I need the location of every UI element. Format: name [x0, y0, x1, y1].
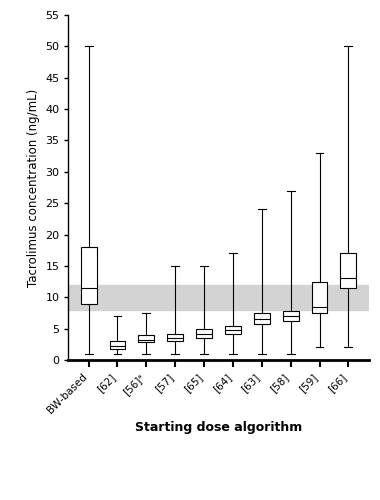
PathPatch shape [254, 313, 270, 324]
PathPatch shape [167, 334, 183, 341]
PathPatch shape [196, 328, 212, 338]
Y-axis label: Tacrolimus concentration (ng/mL): Tacrolimus concentration (ng/mL) [27, 88, 40, 286]
PathPatch shape [138, 335, 154, 342]
PathPatch shape [312, 282, 328, 313]
Bar [68, 284, 369, 310]
PathPatch shape [283, 311, 299, 321]
X-axis label: Starting dose algorithm: Starting dose algorithm [135, 421, 302, 434]
PathPatch shape [340, 254, 356, 288]
PathPatch shape [81, 247, 97, 304]
PathPatch shape [109, 341, 125, 348]
PathPatch shape [225, 326, 241, 334]
